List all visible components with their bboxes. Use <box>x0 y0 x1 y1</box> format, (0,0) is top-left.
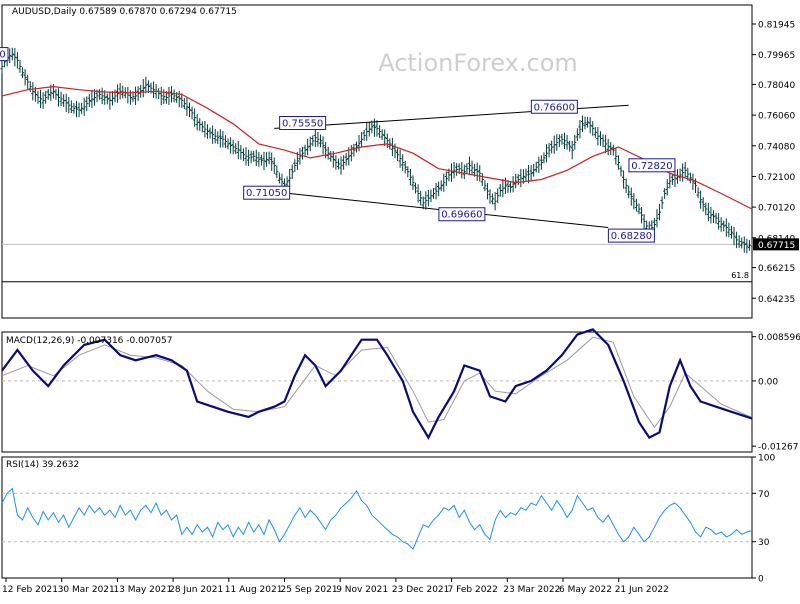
macd-label: MACD(12,26,9) -0.007316 -0.007057 <box>6 336 172 346</box>
price-panel-tick-label: 0.81945 <box>758 20 795 30</box>
symbol-label: AUDUSD,Daily 0.67589 0.67870 0.67294 0.6… <box>12 7 237 17</box>
annotation-label: 0.80000 <box>0 50 6 61</box>
annotation-label: 0.76600 <box>534 102 575 113</box>
rsi-panel-frame <box>1 456 753 579</box>
macd-line <box>1 328 753 440</box>
annotation-label: 0.72820 <box>631 161 672 172</box>
macd-panel-frame <box>1 331 753 453</box>
annotation-box <box>243 185 291 200</box>
watermark: ActionForex.com <box>378 49 578 77</box>
annotation-box <box>607 228 655 243</box>
x-tick-label: 9 Nov 2021 <box>336 585 388 595</box>
price-bars <box>0 47 752 254</box>
x-tick-label: 30 Mar 2021 <box>58 585 115 595</box>
price-panel-tick-label: 0.72100 <box>758 173 795 183</box>
macd-panel-tick-label: 0.00 <box>758 377 778 387</box>
price-panel-tick-label: 0.79965 <box>758 51 795 61</box>
price-annotation: 0.71050 <box>243 185 291 200</box>
rsi-panel-tick-label: 70 <box>758 490 770 500</box>
price-annotation: 0.75550 <box>279 116 327 131</box>
rsi-panel-tick-label: 0 <box>758 575 764 585</box>
price-panel-tick-label: 0.76060 <box>758 112 795 122</box>
annotation-label: 0.71050 <box>246 188 287 199</box>
moving-average-line <box>1 85 753 210</box>
annotation-label: 0.68280 <box>611 231 652 242</box>
price-annotation: 0.76600 <box>530 99 578 114</box>
price-panel-tick-label: 0.64235 <box>758 295 795 305</box>
price-panel-tick-label: 0.78040 <box>758 81 795 91</box>
x-tick-label: 21 Jun 2022 <box>615 585 669 595</box>
rsi-line <box>1 487 753 550</box>
macd-panel-tick-label: -0.01267 <box>758 443 798 453</box>
current-price-label: 0.67715 <box>758 241 795 251</box>
price-panel-tick-label: 0.74080 <box>758 142 795 152</box>
price-panel-tick-label: 0.66215 <box>758 264 795 274</box>
x-tick-label: 28 Jun 2021 <box>169 585 223 595</box>
x-tick-label: 25 Sep 2021 <box>281 585 338 595</box>
annotation-label: 0.75550 <box>282 119 323 130</box>
current-price-badge: 0.67715 <box>753 238 799 251</box>
price-panel-tick-label: 0.70120 <box>758 204 795 214</box>
annotation-box <box>279 116 327 131</box>
x-tick-label: 13 May 2021 <box>113 585 172 595</box>
price-annotation: 0.80000 <box>0 47 9 62</box>
price-annotation: 0.68280 <box>607 228 655 243</box>
rsi-panel-tick-label: 30 <box>758 538 770 548</box>
x-tick-label: 11 Aug 2021 <box>225 585 283 595</box>
annotation-box <box>0 47 9 62</box>
annotation-label: 0.69660 <box>441 210 482 221</box>
price-annotation: 0.72820 <box>628 158 676 173</box>
rsi-panel-tick-label: 100 <box>758 454 775 464</box>
price-panel-frame <box>1 4 753 319</box>
rsi-label: RSI(14) 39.2632 <box>6 460 79 470</box>
x-tick-label: 7 Feb 2022 <box>448 585 498 595</box>
fib-level-label: 61.8 <box>731 271 749 280</box>
annotation-box <box>530 99 578 114</box>
macd-panel-tick-label: 0.008596 <box>758 333 800 343</box>
price-annotation: 0.69660 <box>438 207 486 222</box>
x-tick-label: 6 May 2022 <box>559 585 612 595</box>
x-tick-label: 23 Dec 2021 <box>392 585 450 595</box>
annotation-box <box>628 158 676 173</box>
x-tick-label: 12 Feb 2021 <box>2 585 58 595</box>
x-tick-label: 23 Mar 2022 <box>503 585 560 595</box>
current-price-badge-bg <box>753 238 799 251</box>
annotation-box <box>438 207 486 222</box>
